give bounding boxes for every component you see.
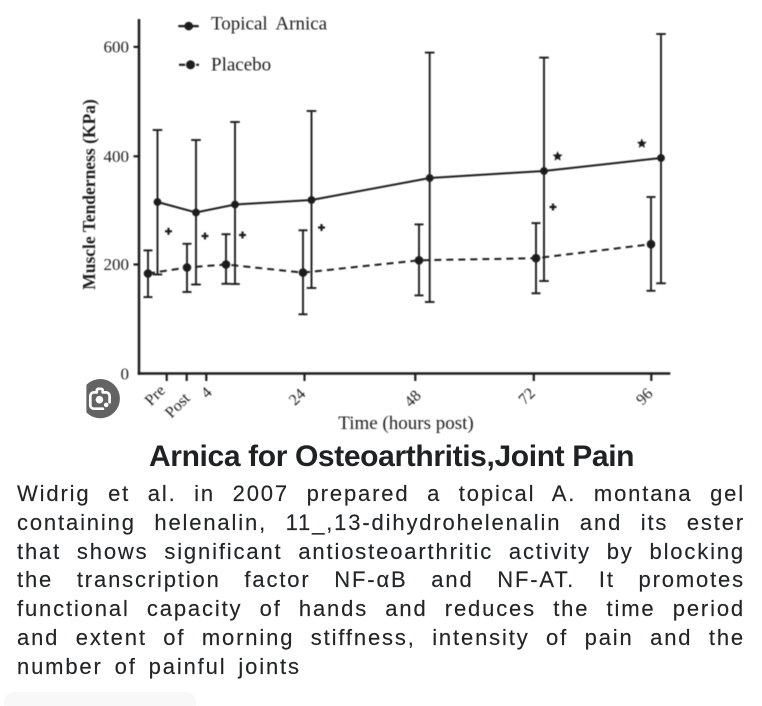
svg-text:24: 24 (286, 386, 309, 409)
svg-text:96: 96 (633, 385, 656, 408)
svg-text:Topical Arnica: Topical Arnica (211, 14, 328, 35)
svg-text:Placebo: Placebo (211, 55, 271, 76)
svg-text:200: 200 (104, 255, 130, 274)
svg-text:400: 400 (104, 147, 130, 166)
svg-text:48: 48 (401, 387, 424, 410)
svg-text:600: 600 (104, 38, 130, 57)
svg-text:Pre: Pre (142, 382, 169, 409)
svg-text:4: 4 (198, 384, 216, 402)
svg-text:Time (hours post): Time (hours post) (338, 413, 473, 434)
svg-text:0: 0 (121, 365, 130, 384)
svg-text:72: 72 (516, 385, 539, 408)
svg-text:Muscle Tenderness (KPa): Muscle Tenderness (KPa) (79, 99, 99, 290)
